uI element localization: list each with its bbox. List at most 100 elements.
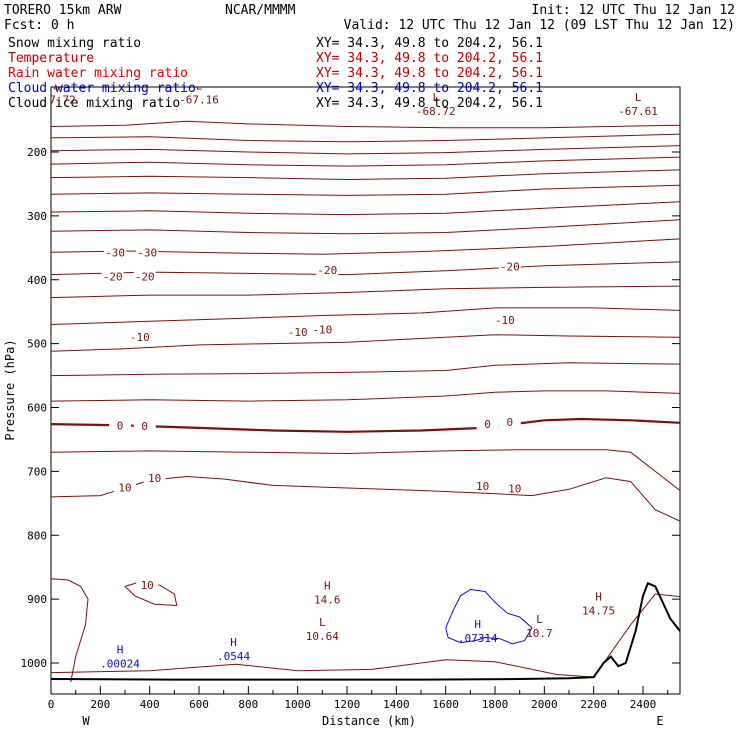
label-bg (136, 246, 159, 258)
x-endpoint-west: W (82, 714, 90, 728)
x-tick-label: 400 (140, 698, 160, 711)
y-tick-label: 800 (27, 529, 47, 542)
extremum-marker: H (595, 590, 602, 603)
x-tick-label: 2000 (531, 698, 558, 711)
isotherm-label: -10 (495, 314, 515, 327)
isotherm-label: -20 (135, 271, 155, 284)
field-list: Snow mixing ratio XY= 34.3, 49.8 to 204.2… (8, 36, 543, 111)
y-tick-label: 600 (27, 402, 47, 415)
y-tick-label: 1000 (21, 657, 48, 670)
x-tick-label: 1600 (432, 698, 459, 711)
label-bg (143, 471, 166, 483)
isotherm-line (51, 362, 680, 377)
x-tick-label: 2200 (580, 698, 607, 711)
plot-frame (50, 86, 681, 695)
isotherm-label: -10 (288, 326, 308, 339)
label-bg (133, 420, 156, 432)
extremum-value: .00024 (100, 657, 140, 670)
field-xy: XY= 34.3, 49.8 to 204.2, 56.1 (316, 66, 543, 81)
isotherm-line (51, 201, 680, 216)
field-xy: XY= 34.3, 49.8 to 204.2, 56.1 (316, 51, 543, 66)
label-bg (476, 418, 499, 430)
isotherm-label: 10 (148, 472, 161, 485)
isotherm-line (51, 334, 680, 352)
isotherm-label: -20 (103, 271, 123, 284)
extremum-value: 14.75 (582, 604, 615, 617)
isotherm-label: -10 (312, 324, 332, 337)
isotherm-label: -30 (137, 246, 157, 259)
isotherm-label: 0 (141, 420, 148, 433)
x-tick-label: 200 (90, 698, 110, 711)
isotherm-label: 0 (484, 418, 491, 431)
extremum-marker: L (53, 79, 60, 92)
x-tick-label: 1400 (383, 698, 410, 711)
terrain-line (51, 581, 680, 681)
label-bg (493, 313, 516, 325)
extremum-value: -67.61 (618, 105, 658, 118)
extremum-marker: L (536, 613, 543, 626)
isotherm-line (51, 307, 680, 325)
cloud-water-contour (445, 588, 533, 645)
isotherm-label: 10 (141, 579, 154, 592)
extremum-marker: H (230, 636, 237, 649)
isotherm-line (51, 219, 680, 235)
forecast-hour: Fcst: 0 h (4, 18, 74, 33)
x-axis-label: Distance (km) (322, 714, 416, 728)
label-bg (286, 326, 309, 338)
extremum-value: 10.64 (306, 630, 339, 643)
extremum-marker: L (432, 91, 439, 104)
isotherm-line (51, 169, 680, 181)
label-bg (136, 579, 159, 591)
label-bg (316, 264, 339, 276)
isotherm-label: 10 (118, 481, 131, 494)
x-axis: 0 200 400 600 800 1000 1200 1400 1600 1800 2000 220… (48, 686, 669, 711)
label-bg (503, 482, 526, 494)
model-title: TORERO 15km ARW (4, 3, 122, 18)
field-name: Rain water mixing ratio (8, 66, 188, 81)
isotherm-line (51, 390, 680, 402)
field-xy: XY= 34.3, 49.8 to 204.2, 56.1 (316, 36, 543, 51)
isotherm-label: 0 (506, 416, 513, 429)
y-tick-label: 700 (27, 465, 47, 478)
field-name: Cloud ice mixing ratio (8, 96, 180, 111)
extremum-marker: H (324, 580, 331, 593)
label-bg (471, 480, 494, 492)
y-tick-label: 400 (27, 274, 47, 287)
extremum-value: -67.16 (179, 93, 219, 106)
isotherm-line (51, 475, 680, 522)
extremum-marker: L (319, 616, 326, 629)
isotherm-line (51, 578, 89, 683)
header: TORERO 15km ARW NCAR/MMMM Init: 12 UTC T… (4, 3, 735, 33)
isotherm-line (51, 417, 680, 433)
x-tick-label: 1800 (482, 698, 509, 711)
field-name: Temperature (8, 51, 94, 66)
init-time: Init: 12 UTC Thu 12 Jan 12 (532, 3, 736, 18)
isotherm-line (51, 593, 680, 678)
y-tick-label: 900 (27, 593, 47, 606)
isotherm-line (51, 120, 680, 129)
valid-time: Valid: 12 UTC Thu 12 Jan 12 (09 LST Thu … (344, 18, 735, 33)
isotherm-line (51, 133, 680, 143)
isotherm-label: -20 (317, 264, 337, 277)
extremum-value: .0544 (217, 650, 250, 663)
label-bg (101, 270, 124, 282)
y-tick-label: 200 (27, 146, 47, 159)
isotherm-label: -30 (105, 246, 125, 259)
field-name: Cloud water mixing ratio (8, 81, 196, 96)
label-bg (498, 260, 521, 272)
isotherm-label: 0 (117, 419, 124, 432)
extremum-marker: L (196, 79, 203, 92)
y-tick-label: 300 (27, 210, 47, 223)
extremum-value: -68.72 (416, 105, 456, 118)
org-label: NCAR/MMMM (225, 3, 296, 18)
x-tick-label: 2400 (630, 698, 657, 711)
extremum-value: 10.7 (526, 627, 553, 640)
label-bg (114, 481, 136, 493)
isotherm-line (51, 145, 680, 155)
extremum-marker: L (635, 91, 642, 104)
y-tick-label: 500 (27, 338, 47, 351)
isotherm-label: -10 (130, 331, 150, 344)
extremum-value: .07314 (458, 632, 498, 645)
extremum-marker: H (474, 618, 481, 631)
